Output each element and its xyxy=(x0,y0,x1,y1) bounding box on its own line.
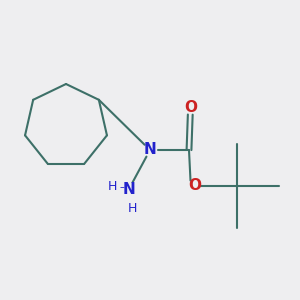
Text: O: O xyxy=(184,100,197,116)
Text: –: – xyxy=(119,182,124,193)
Text: N: N xyxy=(123,182,135,196)
Text: N: N xyxy=(144,142,156,158)
Text: H: H xyxy=(108,179,117,193)
Text: O: O xyxy=(188,178,202,194)
Text: H: H xyxy=(127,202,137,215)
